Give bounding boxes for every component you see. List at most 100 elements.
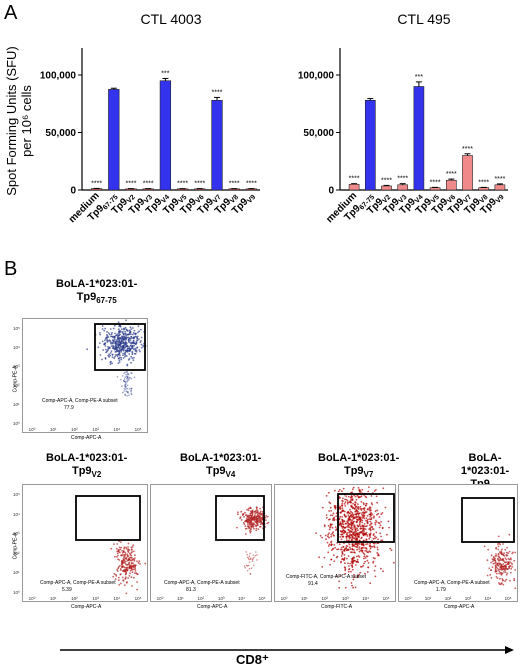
event-dot xyxy=(122,327,125,330)
event-dot xyxy=(358,556,361,558)
event-dot xyxy=(255,529,258,532)
event-dot xyxy=(130,549,133,551)
event-dot xyxy=(356,548,358,551)
event-dot xyxy=(248,555,251,557)
event-dot xyxy=(496,567,499,570)
event-dot xyxy=(132,327,134,329)
x-tick-label: 10³ xyxy=(465,596,472,601)
event-dot xyxy=(344,522,347,525)
event-dot xyxy=(337,548,340,551)
event-dot xyxy=(115,547,118,550)
event-dot xyxy=(369,506,371,508)
event-dot xyxy=(334,526,337,528)
event-dot xyxy=(119,568,122,570)
event-dot xyxy=(332,534,335,536)
event-dot xyxy=(369,536,372,539)
y-tick-label: 10³ xyxy=(13,531,20,537)
event-dot xyxy=(355,537,358,540)
event-dot xyxy=(105,334,108,336)
event-dot xyxy=(499,577,501,580)
event-dot xyxy=(133,352,136,355)
event-dot xyxy=(342,525,345,528)
event-dot xyxy=(264,516,267,519)
event-dot xyxy=(112,347,114,350)
event-dot xyxy=(249,518,252,520)
event-dot xyxy=(124,346,127,349)
flow-plot-title: BoLA-1*023:01- Tp967-75 xyxy=(56,278,137,307)
event-dot xyxy=(348,539,350,542)
event-dots xyxy=(86,319,147,397)
gate-rectangle xyxy=(75,495,141,541)
event-dot xyxy=(349,508,351,511)
event-dot xyxy=(127,563,129,566)
x-tick-label: 10² xyxy=(198,596,205,601)
event-dot xyxy=(498,572,500,575)
event-dot xyxy=(325,495,328,497)
significance-label: **** xyxy=(177,181,188,188)
event-dot xyxy=(111,362,113,365)
event-dot xyxy=(240,510,243,513)
event-dot xyxy=(133,550,135,553)
event-dot xyxy=(328,543,331,546)
event-dot xyxy=(495,553,497,555)
event-dot xyxy=(369,532,372,535)
event-dot xyxy=(356,503,359,506)
event-dot xyxy=(359,525,362,528)
event-dot xyxy=(119,564,121,567)
gate-label: Comp-APC-A, Comp-PE-A subset xyxy=(414,580,490,586)
event-dot xyxy=(136,335,139,338)
event-dot xyxy=(346,501,349,504)
y-tick-label: 10³ xyxy=(13,364,20,369)
event-dot xyxy=(506,572,509,575)
significance-label: **** xyxy=(246,181,257,188)
flow-plot-title-line2: Tp967-75 xyxy=(76,291,117,306)
event-dot xyxy=(363,515,365,518)
event-dot xyxy=(351,562,354,565)
event-dot xyxy=(508,533,511,536)
event-dot xyxy=(335,529,337,531)
event-dot xyxy=(99,333,102,336)
x-tick-label: 10⁴ xyxy=(113,596,120,601)
event-dot xyxy=(381,539,384,542)
event-dot xyxy=(124,355,126,358)
event-dot xyxy=(350,530,352,533)
event-dot xyxy=(119,354,121,357)
event-dot xyxy=(344,562,346,565)
gate-value: 81.3 xyxy=(186,587,196,593)
event-dot xyxy=(124,576,127,579)
flow-plot-frame xyxy=(22,318,148,433)
event-dot xyxy=(365,531,368,534)
event-dot xyxy=(122,341,124,343)
event-dot xyxy=(502,579,504,582)
event-dot xyxy=(370,522,373,525)
event-dot xyxy=(341,552,344,555)
y-tick-label: 50,000 xyxy=(303,128,334,139)
event-dot xyxy=(369,526,372,529)
event-dot xyxy=(111,342,113,344)
bar-chart-1: CTL 4003 0 50,000 100,000 Spot Forming Units… xyxy=(4,11,260,225)
panel-a-bar-charts: CTL 4003 0 50,000 100,000 Spot Forming Units… xyxy=(4,11,508,225)
event-dot xyxy=(352,556,355,558)
event-dot xyxy=(135,572,138,575)
event-dot xyxy=(357,575,359,577)
event-dot xyxy=(132,544,134,546)
x-tick-label: 10⁴ xyxy=(362,596,369,601)
event-dot xyxy=(332,554,335,556)
event-dot xyxy=(365,548,368,550)
event-dot xyxy=(118,584,121,586)
event-dot xyxy=(252,525,255,528)
x-tick-label: 10³ xyxy=(92,596,99,601)
event-dot xyxy=(237,511,239,514)
event-dot xyxy=(352,486,355,489)
event-dot xyxy=(114,555,116,558)
event-dot xyxy=(249,552,251,555)
event-dot xyxy=(123,546,126,549)
event-dot xyxy=(378,526,381,529)
event-dot xyxy=(372,534,375,537)
event-dot xyxy=(125,383,127,385)
event-dot xyxy=(338,517,341,520)
event-dot xyxy=(118,347,121,350)
event-dot xyxy=(129,569,132,572)
